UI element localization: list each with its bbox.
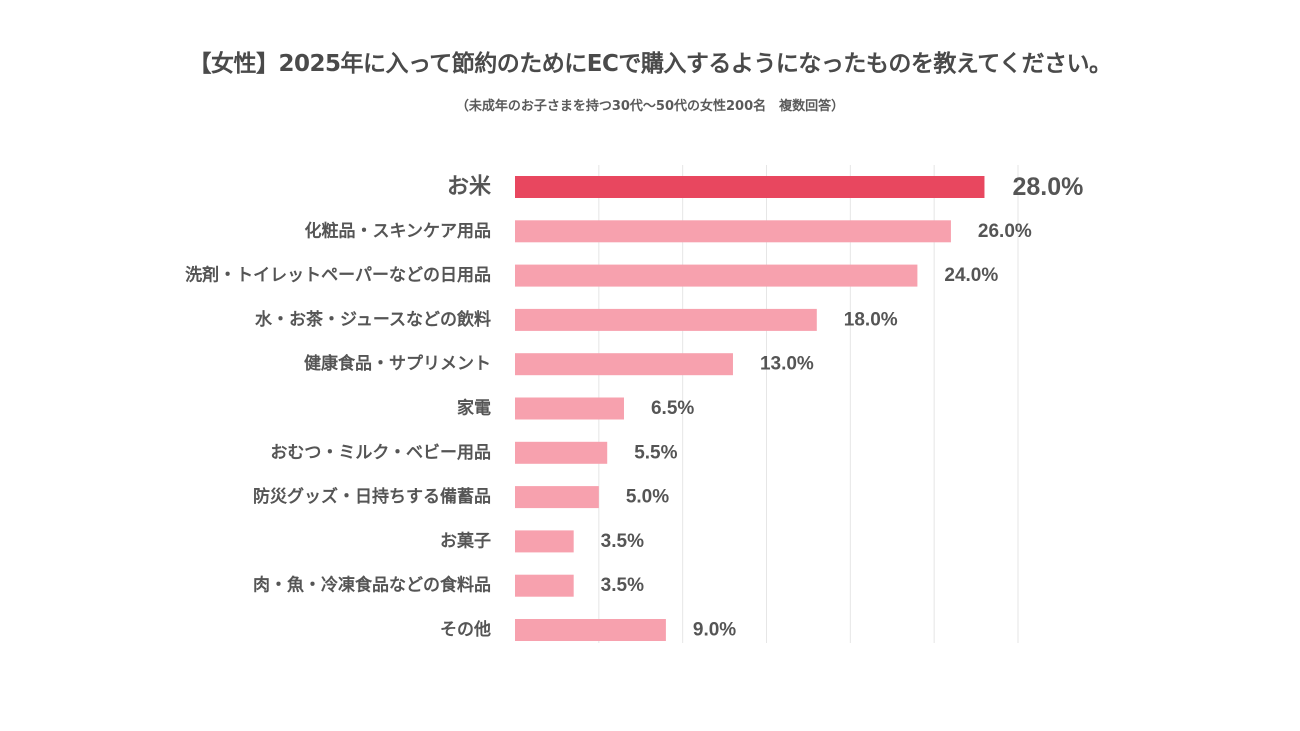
chart-subtitle: （未成年のお子さまを持つ30代〜50代の女性200名 複数回答） [455,99,845,114]
category-label: その他 [440,619,491,640]
value-label: 24.0% [944,265,998,286]
bar [515,397,624,420]
value-labels: 28.0% 26.0% 24.0% 18.0% 13.0% 6.5% 5.5% 5.0% 3.5… [601,173,1084,641]
bar [515,574,574,597]
category-label: 家電 [457,398,491,419]
bar [515,441,608,464]
bar [515,353,733,376]
value-label: 18.0% [844,309,898,330]
value-label: 28.0% [1012,173,1083,201]
category-label: 水・お茶・ジュースなどの飲料 [255,309,491,330]
chart-title: 【女性】2025年に入って節約のためにECで購入するようになったものを教えてくだ… [188,51,1112,77]
category-label: お米 [447,175,492,200]
value-label: 3.5% [601,575,644,596]
bar [515,486,599,509]
bar [515,530,574,553]
value-label: 6.5% [651,398,694,419]
value-label: 5.0% [626,487,669,508]
category-label: 化粧品・スキンケア用品 [305,220,492,241]
category-label: おむつ・ミルク・ベビー用品 [270,443,491,463]
bar [515,264,918,287]
bars [515,176,985,641]
category-labels: お米化粧品・スキンケア用品洗剤・トイレットペーパーなどの日用品水・お茶・ジュース… [185,175,492,641]
category-label: 健康食品・サプリメント [304,353,491,374]
bar [515,619,666,641]
category-label: お菓子 [440,531,491,551]
value-label: 3.5% [601,531,644,552]
bar [515,176,985,198]
value-label: 26.0% [978,221,1032,242]
value-label: 13.0% [760,354,814,375]
category-label: 洗剤・トイレットペーパーなどの日用品 [185,265,491,286]
bar [515,220,951,243]
category-label: 防災グッズ・日持ちする備蓄品 [253,486,491,507]
category-label: 肉・魚・冷凍食品などの食料品 [253,575,491,596]
value-label: 5.5% [634,442,677,463]
value-label: 9.0% [693,620,736,641]
bar [515,308,817,331]
